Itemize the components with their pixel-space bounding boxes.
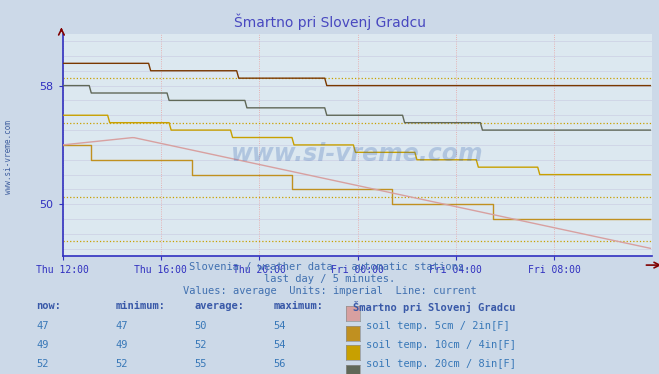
Text: Šmartno pri Slovenj Gradcu: Šmartno pri Slovenj Gradcu — [353, 301, 515, 313]
Text: 54: 54 — [273, 321, 286, 331]
Text: soil temp. 10cm / 4in[F]: soil temp. 10cm / 4in[F] — [366, 340, 516, 350]
Text: soil temp. 20cm / 8in[F]: soil temp. 20cm / 8in[F] — [366, 359, 516, 370]
Text: www.si-vreme.com: www.si-vreme.com — [4, 120, 13, 194]
Text: 50: 50 — [194, 321, 207, 331]
Text: last day / 5 minutes.: last day / 5 minutes. — [264, 274, 395, 284]
Text: minimum:: minimum: — [115, 301, 165, 311]
Text: 54: 54 — [273, 340, 286, 350]
Text: Slovenia / weather data - automatic stations.: Slovenia / weather data - automatic stat… — [189, 262, 470, 272]
Text: 56: 56 — [273, 359, 286, 370]
Text: Values: average  Units: imperial  Line: current: Values: average Units: imperial Line: cu… — [183, 286, 476, 296]
Text: 52: 52 — [194, 340, 207, 350]
Text: 55: 55 — [194, 359, 207, 370]
Text: www.si-vreme.com: www.si-vreme.com — [231, 142, 484, 166]
Text: 49: 49 — [36, 340, 49, 350]
Text: average:: average: — [194, 301, 244, 311]
Text: soil temp. 5cm / 2in[F]: soil temp. 5cm / 2in[F] — [366, 321, 509, 331]
Text: 52: 52 — [115, 359, 128, 370]
Text: 49: 49 — [115, 340, 128, 350]
Text: 47: 47 — [115, 321, 128, 331]
Text: now:: now: — [36, 301, 61, 311]
Text: Šmartno pri Slovenj Gradcu: Šmartno pri Slovenj Gradcu — [233, 13, 426, 30]
Text: maximum:: maximum: — [273, 301, 324, 311]
Text: 52: 52 — [36, 359, 49, 370]
Text: 47: 47 — [36, 321, 49, 331]
